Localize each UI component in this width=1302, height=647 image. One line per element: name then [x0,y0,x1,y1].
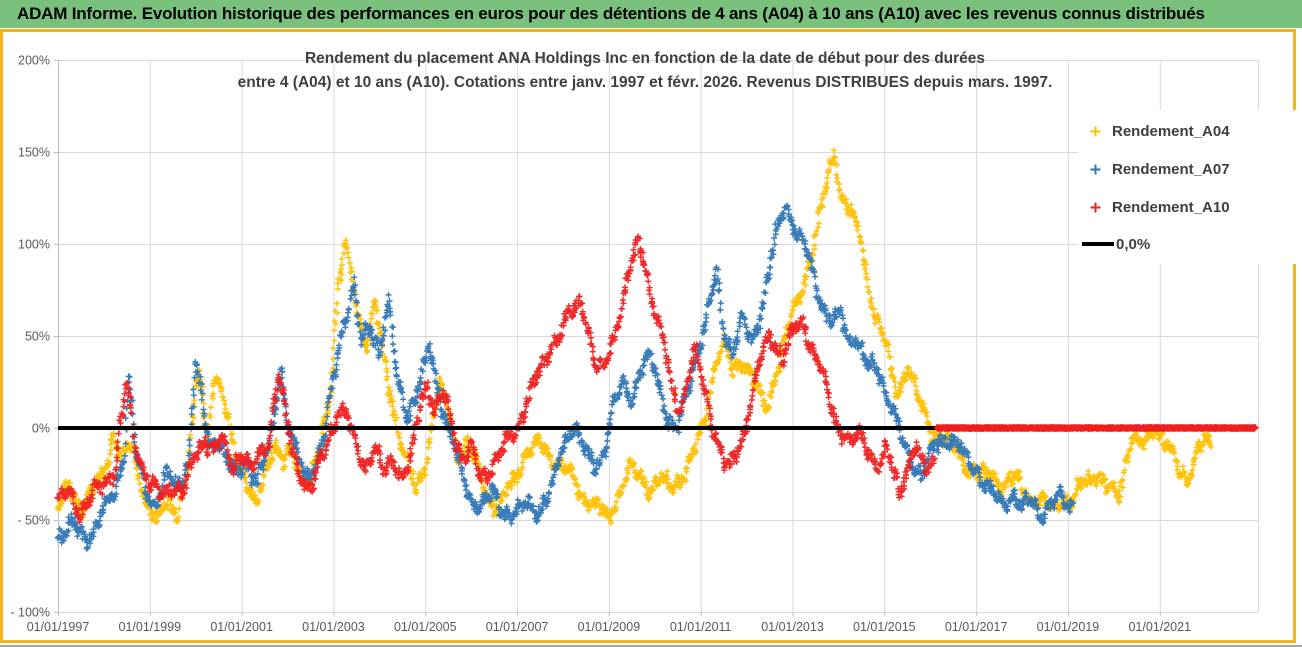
series-points-Rendement_A10 [54,233,938,525]
svg-text:200%: 200% [18,54,50,68]
svg-text:50%: 50% [25,330,50,344]
report-header-bar: ADAM Informe. Evolution historique des p… [0,0,1302,28]
svg-text:01/01/2003: 01/01/2003 [302,620,365,634]
svg-text:01/01/2011: 01/01/2011 [670,620,732,634]
legend-plus-marker-a07-icon [1078,163,1112,176]
svg-text:01/01/2007: 01/01/2007 [486,620,549,634]
svg-text:01/01/2013: 01/01/2013 [761,620,824,634]
svg-text:01/01/2021: 01/01/2021 [1128,620,1191,634]
chart-title-line1: Rendement du placement ANA Holdings Inc … [304,50,986,67]
legend-label-a07: Rendement_A07 [1112,160,1230,178]
legend-plus-marker-a04-icon [1078,125,1112,138]
legend-label-a04: Rendement_A04 [1112,122,1230,140]
svg-text:150%: 150% [18,146,50,160]
svg-text:01/01/2005: 01/01/2005 [394,620,457,634]
axis-lines [54,60,1161,616]
svg-text:01/01/2017: 01/01/2017 [945,620,1008,634]
legend-item-zero-line: 0,0% [1078,232,1296,256]
svg-text:01/01/2019: 01/01/2019 [1037,620,1100,634]
chart-legend: Rendement_A04 Rendement_A07 Rendement_A1… [1078,110,1296,264]
svg-text:01/01/1997: 01/01/1997 [27,620,90,634]
legend-label-zero: 0,0% [1116,235,1151,253]
legend-item-rendement-a10: Rendement_A10 [1078,195,1296,219]
chart-title-line2: entre 4 (A04) et 10 ans (A10). Cotations… [237,74,1053,91]
report-header-title: ADAM Informe. Evolution historique des p… [17,4,1205,23]
svg-text:0%: 0% [32,422,50,436]
svg-text:100%: 100% [18,238,50,252]
svg-text:01/01/2001: 01/01/2001 [210,620,273,634]
svg-text:01/01/2009: 01/01/2009 [578,620,641,634]
a10-zero-tail-points [933,424,1259,432]
svg-text:- 100%: - 100% [10,606,50,620]
svg-text:01/01/2015: 01/01/2015 [853,620,916,634]
legend-zero-line-icon [1078,240,1116,248]
window-bottom-edge [0,645,1302,647]
series-points-Rendement_A07 [54,202,1076,552]
y-axis-labels: 200% 150% 100% 50% 0% - 50% - 100% [10,54,50,620]
svg-text:01/01/1999: 01/01/1999 [119,620,182,634]
legend-plus-marker-a10-icon [1078,201,1112,214]
x-axis-labels: 01/01/1997 01/01/1999 01/01/2001 01/01/2003… [27,620,1191,634]
legend-item-rendement-a04: Rendement_A04 [1078,119,1296,143]
legend-item-rendement-a07: Rendement_A07 [1078,157,1296,181]
svg-text:- 50%: - 50% [17,514,50,528]
legend-label-a10: Rendement_A10 [1112,198,1230,216]
chart-title: Rendement du placement ANA Holdings Inc … [0,47,1290,95]
